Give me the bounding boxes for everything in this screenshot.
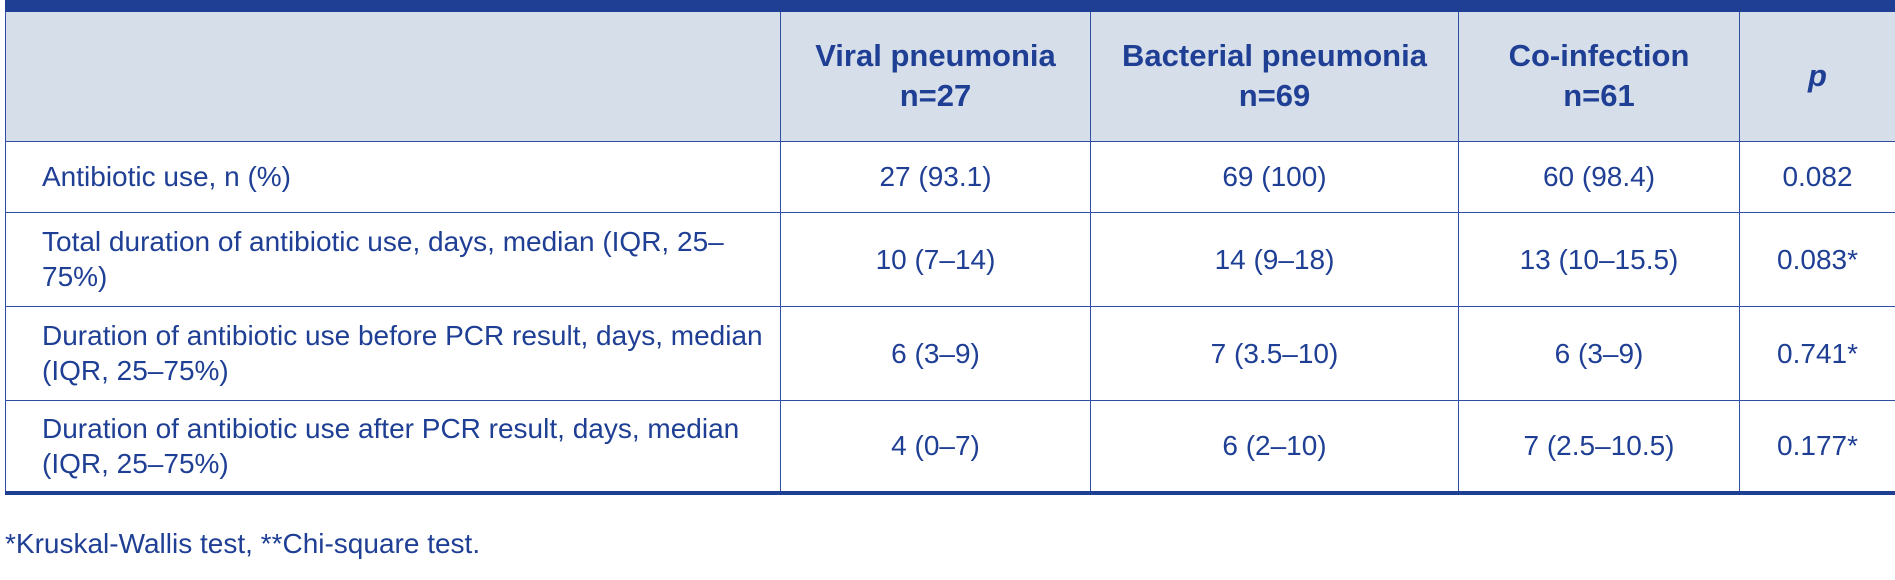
header-p-value: p bbox=[1739, 0, 1895, 142]
table-row: Total duration of antibiotic use, days, … bbox=[5, 211, 1895, 307]
table-header: Viral pneumonia n=27 Bacterial pneumonia… bbox=[5, 0, 1895, 142]
row-label: Duration of antibiotic use before PCR re… bbox=[5, 305, 781, 401]
header-coinfection-title: Co-infection bbox=[1508, 38, 1690, 74]
cell-viral: 27 (93.1) bbox=[780, 140, 1091, 213]
header-viral-title: Viral pneumonia bbox=[815, 38, 1056, 74]
row-label: Duration of antibiotic use after PCR res… bbox=[5, 399, 781, 495]
table-row: Antibiotic use, n (%) 27 (93.1) 69 (100)… bbox=[5, 140, 1895, 213]
cell-p-value: 0.741* bbox=[1739, 305, 1895, 401]
cell-p-value: 0.083* bbox=[1739, 211, 1895, 307]
header-coinfection-n: n=61 bbox=[1563, 78, 1635, 114]
header-bacterial-pneumonia: Bacterial pneumonia n=69 bbox=[1090, 0, 1459, 142]
row-label: Antibiotic use, n (%) bbox=[5, 140, 781, 213]
header-empty-cell bbox=[5, 0, 781, 142]
cell-coinfection: 13 (10–15.5) bbox=[1458, 211, 1740, 307]
cell-bacterial: 14 (9–18) bbox=[1090, 211, 1459, 307]
cell-p-value: 0.177* bbox=[1739, 399, 1895, 495]
table-row: Duration of antibiotic use before PCR re… bbox=[5, 305, 1895, 401]
table-footnote: *Kruskal-Wallis test, **Chi-square test. bbox=[5, 528, 481, 559]
cell-bacterial: 7 (3.5–10) bbox=[1090, 305, 1459, 401]
cell-coinfection: 6 (3–9) bbox=[1458, 305, 1740, 401]
cell-viral: 6 (3–9) bbox=[780, 305, 1091, 401]
cell-coinfection: 60 (98.4) bbox=[1458, 140, 1740, 213]
row-label: Total duration of antibiotic use, days, … bbox=[5, 211, 781, 307]
cell-viral: 4 (0–7) bbox=[780, 399, 1091, 495]
header-bacterial-title: Bacterial pneumonia bbox=[1122, 38, 1427, 74]
header-viral-n: n=27 bbox=[899, 78, 972, 114]
cell-bacterial: 69 (100) bbox=[1090, 140, 1459, 213]
header-co-infection: Co-infection n=61 bbox=[1458, 0, 1740, 142]
header-viral-pneumonia: Viral pneumonia n=27 bbox=[780, 0, 1091, 142]
table-row: Duration of antibiotic use after PCR res… bbox=[5, 399, 1895, 495]
table-body: Antibiotic use, n (%) 27 (93.1) 69 (100)… bbox=[5, 140, 1895, 495]
header-bacterial-n: n=69 bbox=[1238, 78, 1311, 114]
antibiotic-use-table: Viral pneumonia n=27 Bacterial pneumonia… bbox=[5, 0, 1895, 495]
cell-bacterial: 6 (2–10) bbox=[1090, 399, 1459, 495]
results-table-container: Viral pneumonia n=27 Bacterial pneumonia… bbox=[5, 0, 1895, 495]
cell-viral: 10 (7–14) bbox=[780, 211, 1091, 307]
header-p-label: p bbox=[1808, 58, 1827, 94]
cell-p-value: 0.082 bbox=[1739, 140, 1895, 213]
header-row: Viral pneumonia n=27 Bacterial pneumonia… bbox=[5, 0, 1895, 142]
cell-coinfection: 7 (2.5–10.5) bbox=[1458, 399, 1740, 495]
